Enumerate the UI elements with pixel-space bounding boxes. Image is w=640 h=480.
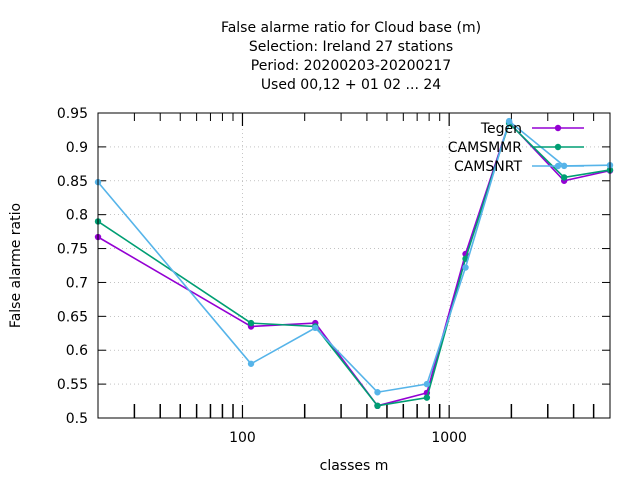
data-point-camsmmr xyxy=(423,394,431,401)
series-line-camsnrt xyxy=(97,119,611,394)
chart-title-line: Used 00,12 + 01 02 ... 24 xyxy=(261,77,441,93)
y-tick-label: 0.9 xyxy=(66,140,88,156)
ticks: 0.5 0.55 0.6 0.65 0.7 0.75 0.8 0.85 0.9 0.95 100 10… xyxy=(57,106,610,446)
legend-label: CAMSMMR xyxy=(448,140,522,156)
data-point-camsnrt xyxy=(247,360,255,367)
series-line-tegen xyxy=(97,120,611,407)
y-tick-label: 0.85 xyxy=(57,174,88,190)
legend-swatch-marker xyxy=(554,162,562,170)
chart-title: False alarme ratio for Cloud base (m) Sel… xyxy=(221,20,481,93)
y-axis-label: False alarme ratio xyxy=(8,203,24,328)
data-point-camsnrt xyxy=(312,324,319,332)
legend-label: CAMSNRT xyxy=(454,159,523,175)
chart-title-line: False alarme ratio for Cloud base (m) xyxy=(221,20,481,36)
legend-swatch-marker xyxy=(554,143,562,151)
chart-title-line: Selection: Ireland 27 stations xyxy=(249,39,453,55)
data-point-camsnrt xyxy=(505,117,513,125)
x-tick-label: 100 xyxy=(229,430,256,446)
series-lines xyxy=(94,117,614,409)
chart-title-line: Period: 20200203-20200217 xyxy=(251,58,451,74)
data-point-camsnrt xyxy=(462,264,469,271)
x-axis-label: classes m xyxy=(320,458,389,474)
y-tick-label: 0.55 xyxy=(57,377,88,393)
y-tick-label: 0.65 xyxy=(57,309,88,325)
y-tick-label: 0.5 xyxy=(66,411,88,427)
legend: Tegen CAMSMMR CAMSNRT xyxy=(448,121,584,175)
plot-frame xyxy=(97,112,611,419)
data-point-camsmmr xyxy=(247,319,255,327)
data-point-camsnrt xyxy=(423,380,431,388)
legend-label: Tegen xyxy=(480,121,522,137)
y-tick-label: 0.6 xyxy=(66,343,88,359)
grid xyxy=(98,113,610,418)
data-point-camsmmr xyxy=(560,174,568,181)
y-tick-label: 0.95 xyxy=(57,106,88,122)
y-tick-label: 0.75 xyxy=(57,242,88,258)
data-point-camsmmr xyxy=(374,402,381,409)
x-tick-label: 1000 xyxy=(431,430,467,446)
y-tick-label: 0.7 xyxy=(66,275,88,291)
legend-swatch-marker xyxy=(554,124,562,132)
y-tick-label: 0.8 xyxy=(66,208,88,224)
data-point-camsnrt xyxy=(374,389,381,396)
